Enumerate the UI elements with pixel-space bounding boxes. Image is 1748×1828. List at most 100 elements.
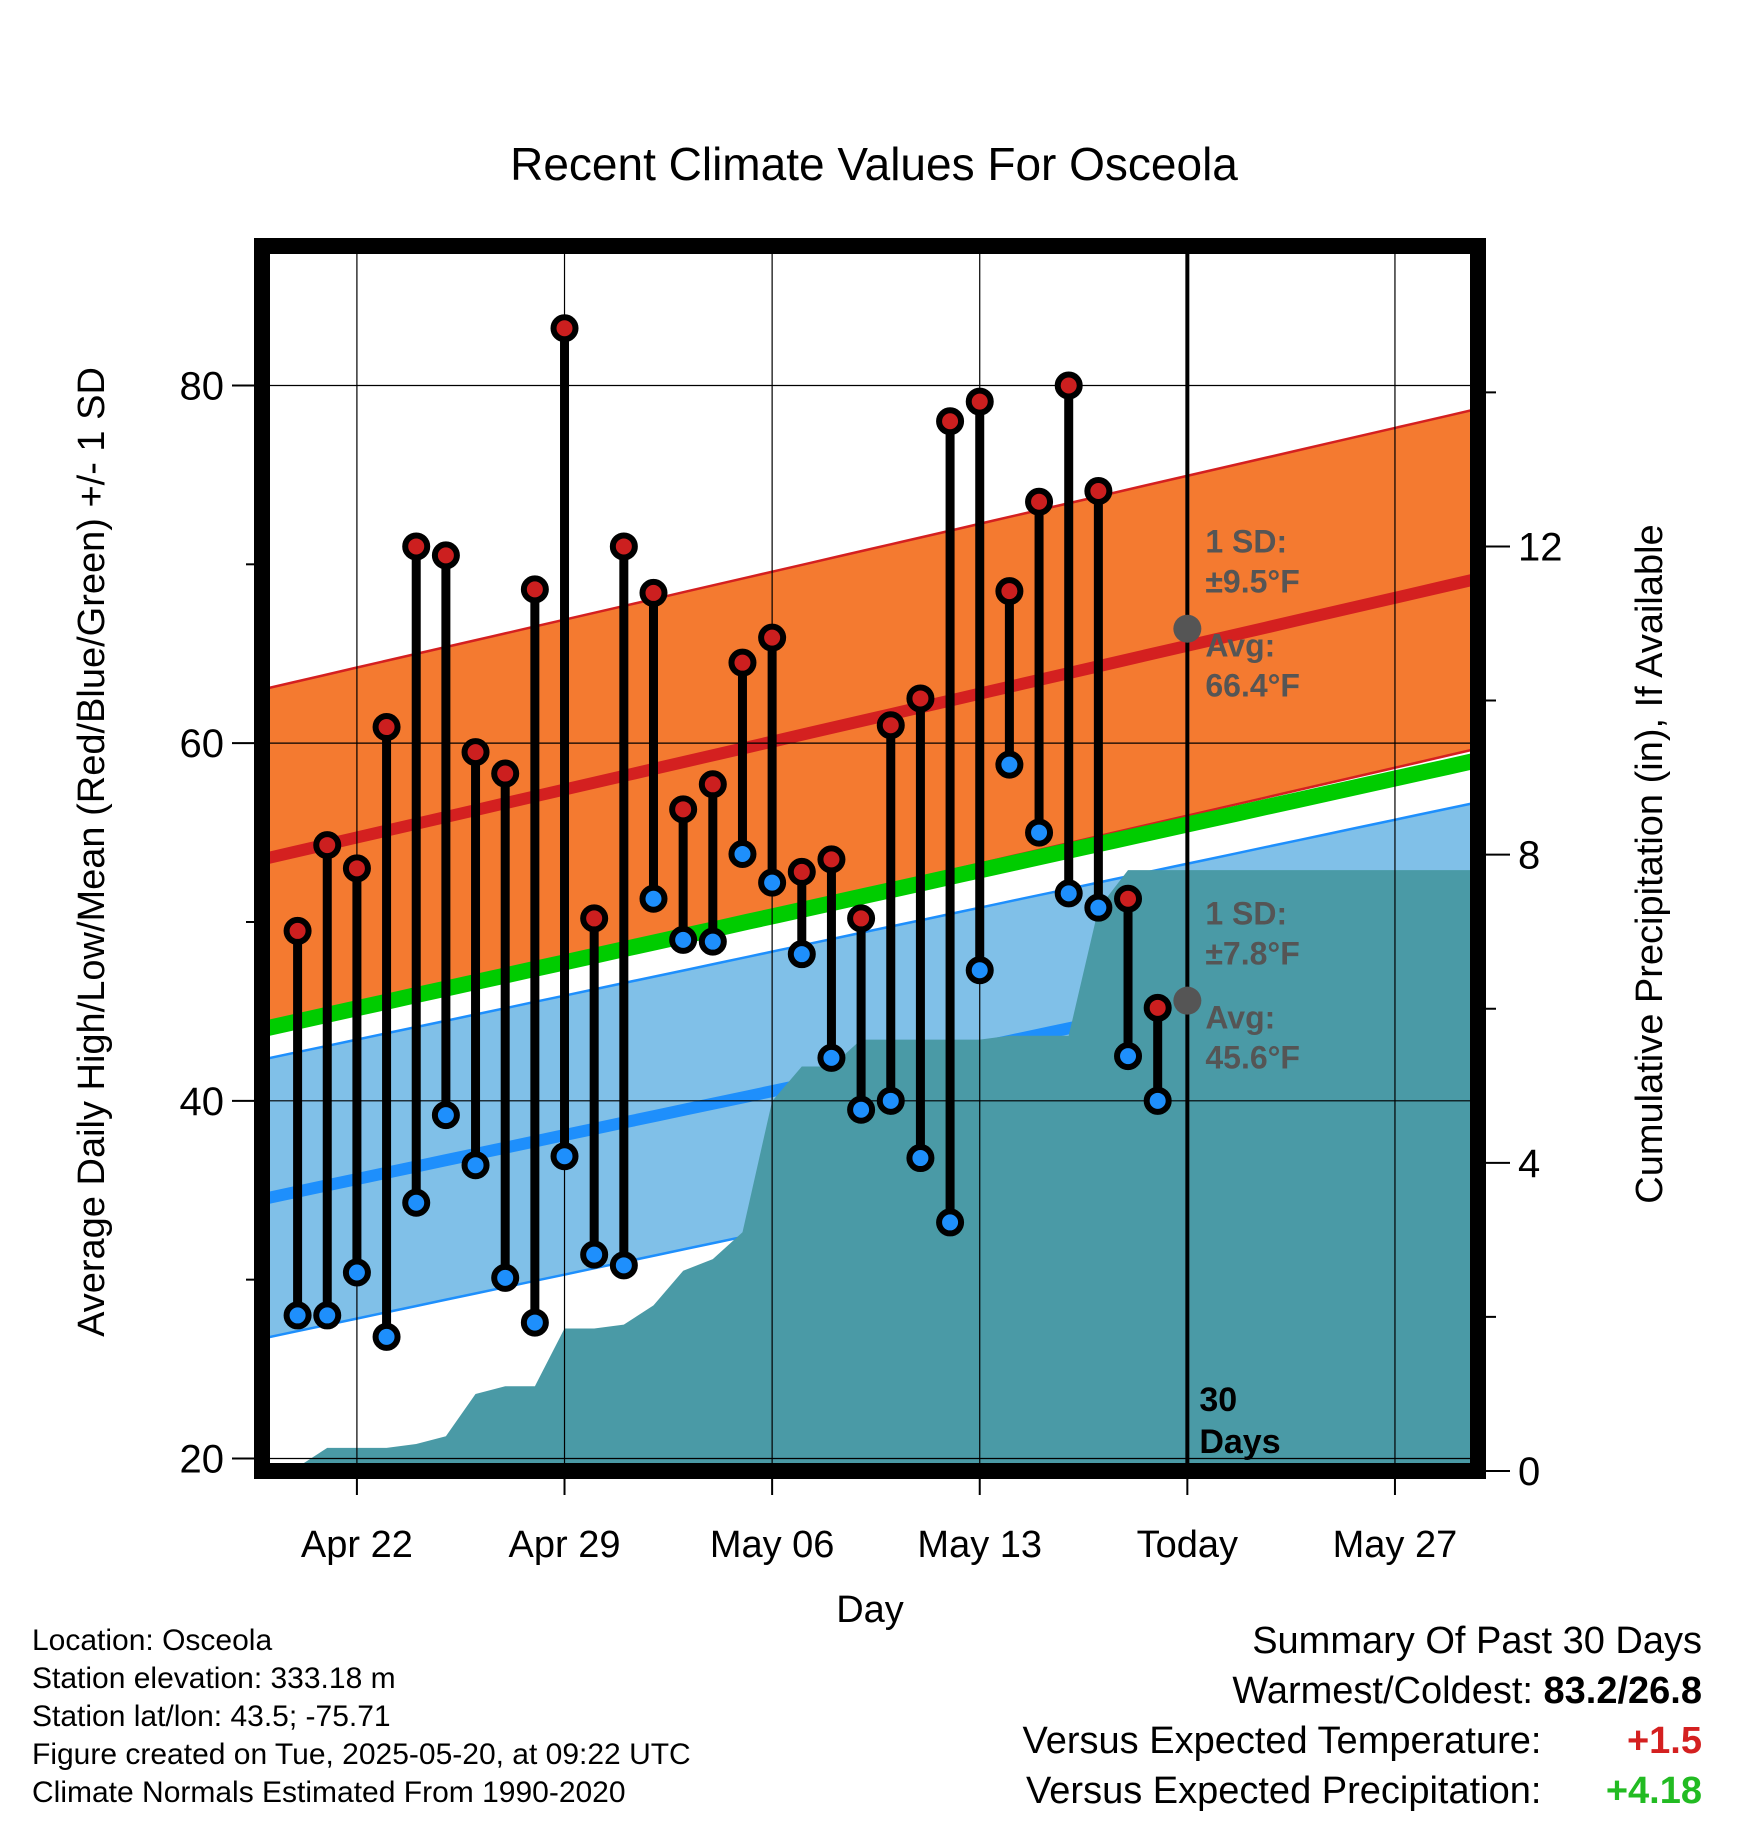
daily-high-point	[758, 623, 787, 652]
x-tick-label: Apr 22	[301, 1524, 413, 1566]
daily-low-point	[283, 1301, 312, 1330]
daily-high-point	[995, 577, 1024, 606]
today-low-avg-marker	[1173, 986, 1202, 1015]
low-sd-value: ±7.8°F	[1205, 936, 1299, 972]
summary-heading: Summary Of Past 30 Days	[1252, 1620, 1702, 1662]
daily-low-point	[669, 925, 698, 954]
daily-high-point	[580, 904, 609, 933]
y-tick-label: 60	[180, 722, 225, 766]
location-text: Location: Osceola	[32, 1624, 273, 1657]
temp-anomaly-label: Versus Expected Temperature:	[1022, 1720, 1542, 1762]
precip-anomaly-value: +4.18	[1605, 1770, 1702, 1812]
daily-low-point	[995, 750, 1024, 779]
daily-high-point	[431, 541, 460, 570]
daily-high-point	[936, 407, 965, 436]
daily-high-point	[817, 845, 846, 874]
daily-low-point	[520, 1308, 549, 1337]
daily-low-point	[609, 1251, 638, 1280]
summary-precip-row: Versus Expected Precipitation: +4.18	[1023, 1766, 1702, 1816]
created-text: Figure created on Tue, 2025-05-20, at 09…	[32, 1738, 691, 1771]
plot-frame	[254, 238, 1486, 1479]
temp-anomaly-value: +1.5	[1626, 1720, 1702, 1762]
precip-area	[262, 870, 1478, 1471]
elevation-text: Station elevation: 333.18 m	[32, 1662, 396, 1695]
x-axis: Apr 22 Apr 29 May 06 May 13 Today May 27	[301, 1471, 1457, 1566]
x-tick-label: Today	[1137, 1524, 1238, 1566]
window-label: 30 Days	[1199, 1381, 1280, 1461]
today-high-avg-marker	[1173, 614, 1202, 643]
daily-low-point	[461, 1151, 490, 1180]
annotations: 1 SD: ±9.5°F Avg: 66.4°F 1 SD: ±7.8°F Avg: 45.6…	[1205, 524, 1300, 1076]
low-avg-value: 45.6°F	[1205, 1040, 1300, 1076]
daily-low-point	[639, 884, 668, 913]
daily-high-point	[1084, 477, 1113, 505]
warmest-value: 83.2/26.8	[1543, 1670, 1702, 1712]
station-info: Location: Osceola Station elevation: 333…	[32, 1622, 691, 1812]
latlon-text: Station lat/lon: 43.5; -75.71	[32, 1700, 391, 1733]
daily-low-point	[313, 1301, 342, 1330]
y-axis-left: 20 40 60 80	[180, 364, 262, 1481]
high-sd-upper-line	[262, 407, 1478, 691]
high-sd-label: 1 SD:	[1205, 524, 1287, 560]
daily-low-point	[1054, 879, 1083, 908]
daily-low-point	[491, 1263, 520, 1292]
daily-low-point	[787, 940, 816, 969]
daily-low-point	[1084, 893, 1113, 922]
y-tick-label: 40	[180, 1080, 225, 1124]
low-avg-label: Avg:	[1205, 1000, 1275, 1036]
daily-low-point	[342, 1258, 371, 1287]
high-avg-value: 66.4°F	[1205, 668, 1300, 704]
daily-low-point	[372, 1322, 401, 1351]
daily-high-point	[876, 711, 905, 740]
daily-low-point	[550, 1142, 579, 1171]
daily-high-point	[1114, 884, 1143, 913]
chart-title: Recent Climate Values For Osceola	[510, 138, 1238, 190]
daily-high-point	[491, 759, 520, 788]
mean-normal-line	[262, 752, 1478, 1038]
low-sd-upper-line	[262, 800, 1478, 1061]
daily-high-point	[372, 713, 401, 742]
daily-high-point	[283, 916, 312, 945]
daily-low-point	[1143, 1086, 1172, 1115]
low-sd-label: 1 SD:	[1205, 896, 1287, 932]
daily-low-point	[936, 1208, 965, 1237]
summary-panel: Summary Of Past 30 Days Warmest/Coldest:…	[1023, 1616, 1702, 1816]
x-tick-label: Apr 29	[509, 1524, 621, 1566]
y2-tick-label: 8	[1518, 834, 1540, 878]
daily-low-point	[1025, 818, 1054, 847]
daily-low-point	[698, 927, 727, 956]
daily-low-point	[728, 840, 757, 869]
x-tick-label: May 13	[917, 1524, 1042, 1566]
daily-high-point	[906, 684, 935, 713]
daily-low-point	[1114, 1042, 1143, 1071]
plot-area	[262, 246, 1478, 1471]
y2-axis-title: Cumulative Precipitation (in), If Availa…	[1629, 524, 1671, 1203]
normals-text: Climate Normals Estimated From 1990-2020	[32, 1776, 626, 1809]
daily-high-point	[402, 532, 431, 561]
daily-low-point	[580, 1240, 609, 1269]
daily-low-point	[817, 1043, 846, 1072]
y2-tick-label: 12	[1518, 525, 1563, 569]
warmest-label: Warmest/Coldest:	[1232, 1670, 1533, 1712]
daily-high-point	[550, 314, 579, 343]
high-sd-value: ±9.5°F	[1205, 564, 1299, 600]
y2-tick-label: 4	[1518, 1142, 1540, 1186]
y-tick-label: 20	[180, 1437, 225, 1481]
daily-high-point	[1054, 371, 1083, 400]
daily-low-point	[906, 1144, 935, 1173]
daily-high-point	[609, 532, 638, 561]
daily-stems	[283, 314, 1172, 1351]
daily-high-point	[342, 854, 371, 883]
daily-high-point	[1025, 487, 1054, 516]
y-axis-title: Average Daily High/Low/Mean (Red/Blue/Gr…	[71, 367, 113, 1337]
daily-high-point	[669, 795, 698, 824]
daily-high-point	[847, 904, 876, 933]
daily-low-point	[965, 956, 994, 985]
y-tick-label: 80	[180, 364, 225, 408]
x-tick-label: May 27	[1333, 1524, 1458, 1566]
daily-low-point	[402, 1188, 431, 1217]
x-axis-title: Day	[836, 1589, 904, 1631]
y2-tick-label: 0	[1518, 1450, 1540, 1494]
window-label-unit: Days	[1199, 1423, 1280, 1461]
